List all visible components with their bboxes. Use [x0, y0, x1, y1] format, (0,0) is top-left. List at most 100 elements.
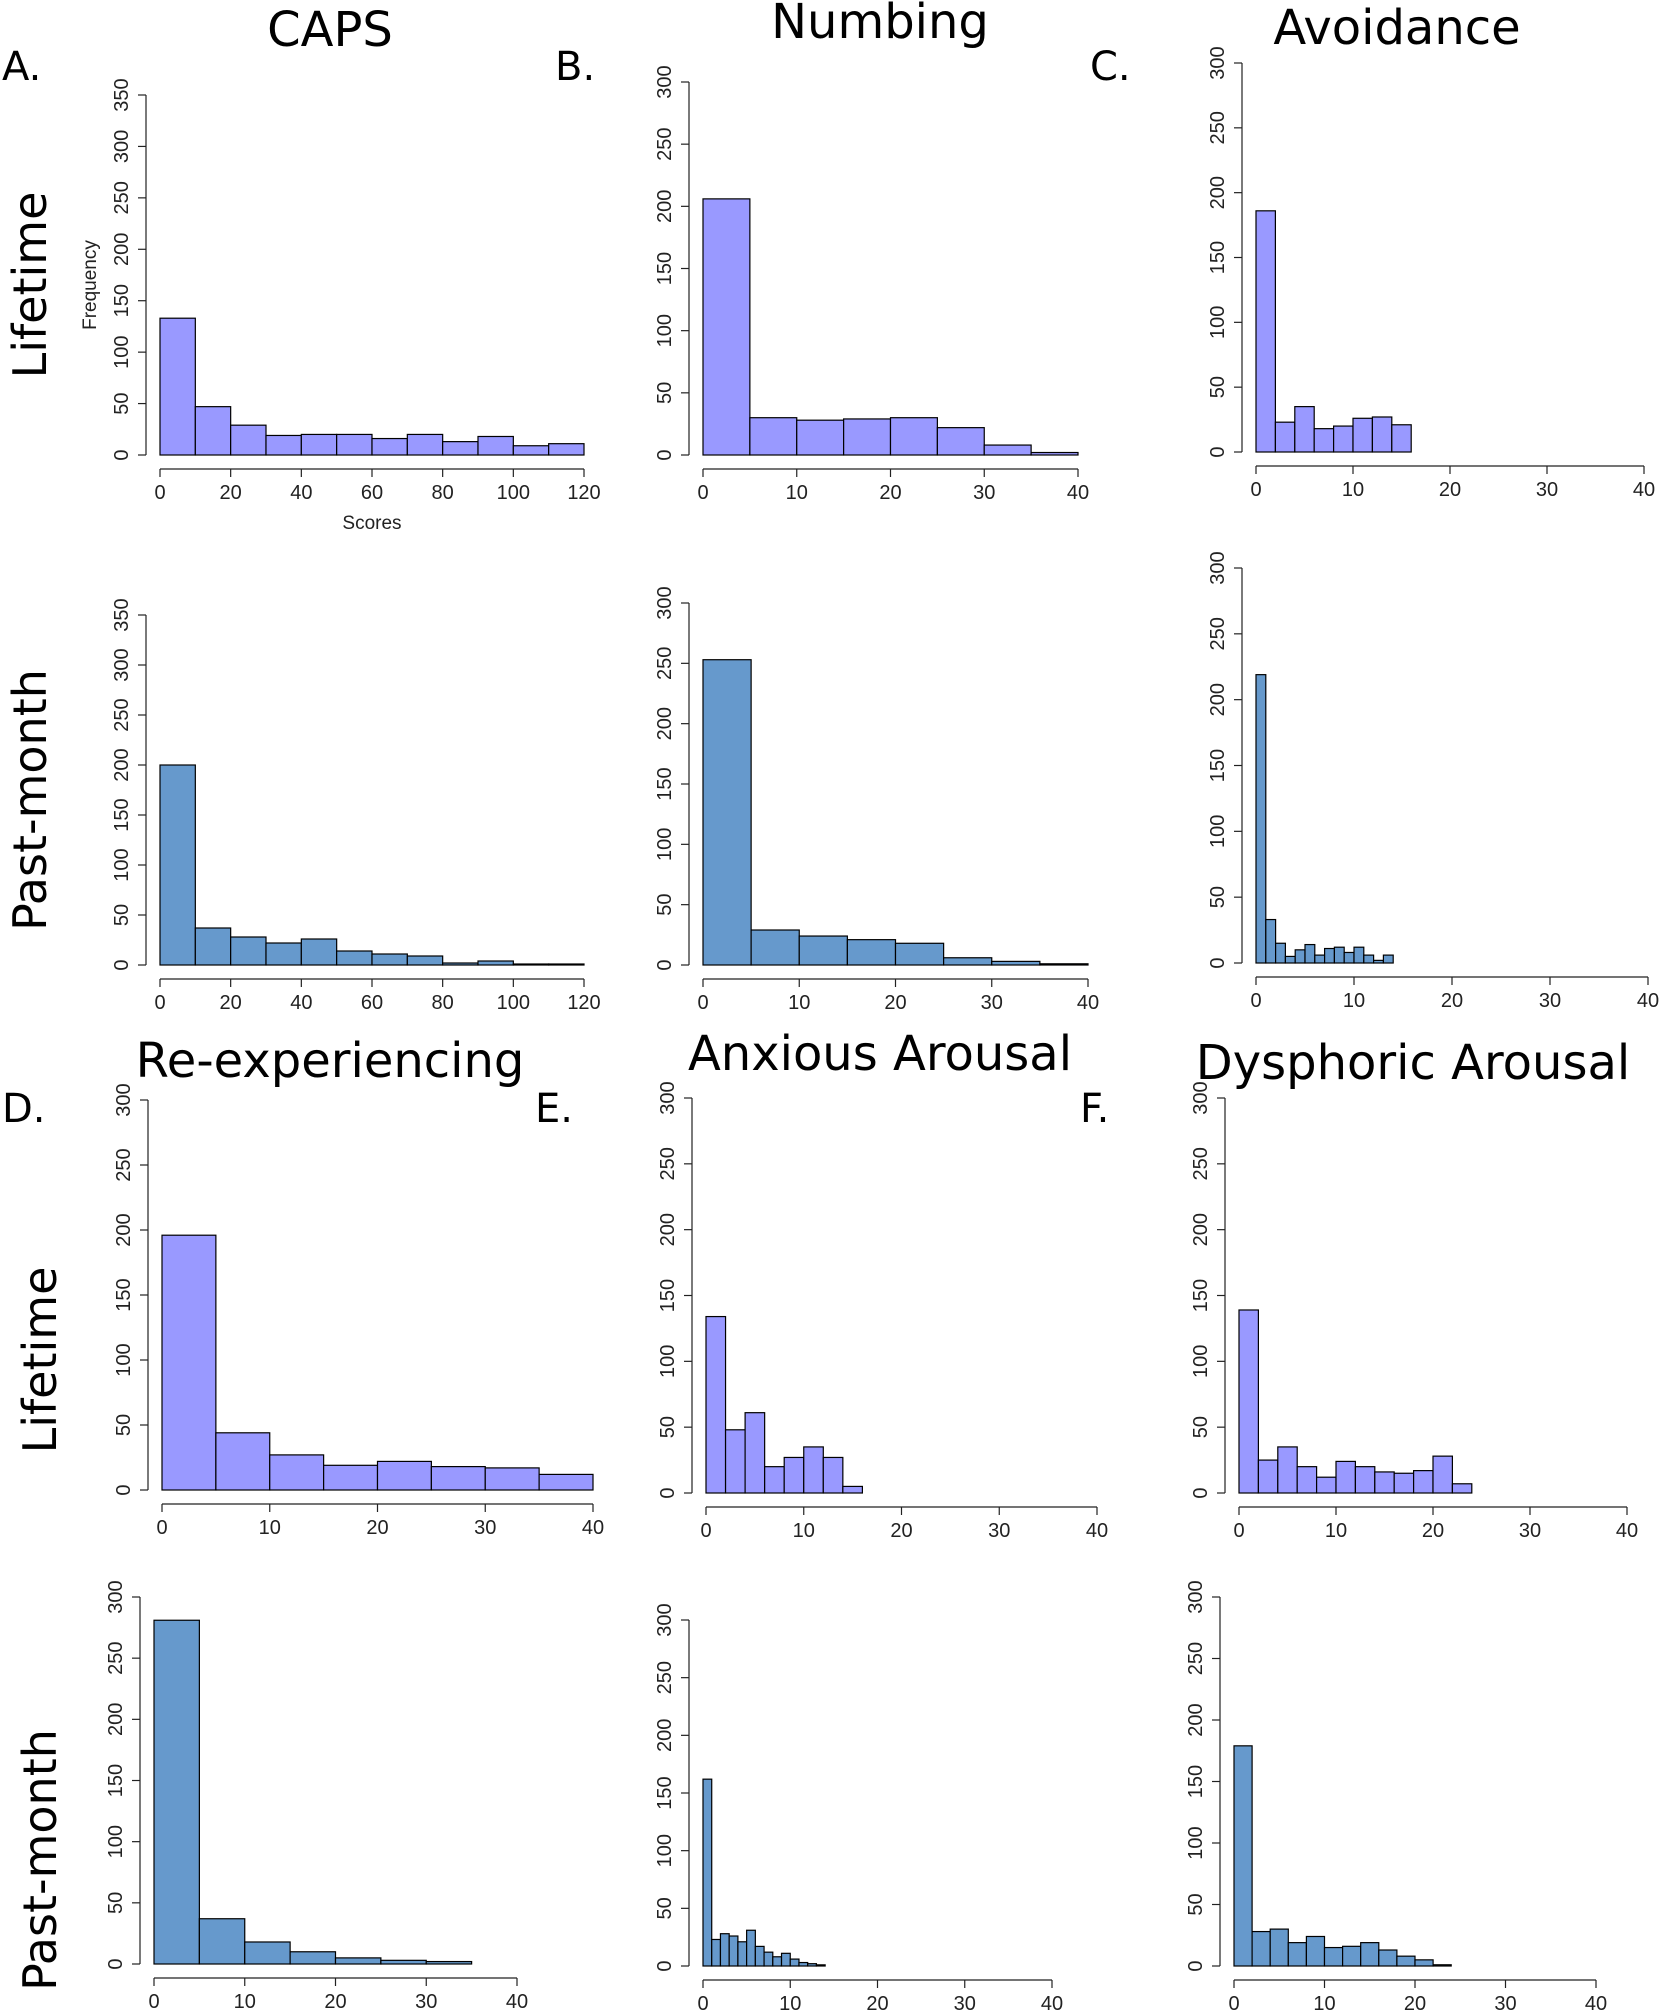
anxious-arousal-past-month-bar: [789, 1958, 800, 1967]
anxious-arousal-lifetime-bar: [842, 1485, 863, 1494]
avoidance-lifetime-bar: [1255, 210, 1276, 453]
re-experiencing-past-month-y-tick-label: 0: [105, 1958, 127, 1969]
avoidance-lifetime-bar: [1391, 424, 1412, 453]
re-experiencing-past-month-x-tick-label: 0: [148, 1991, 159, 2012]
anxious-arousal-past-month-bar: [746, 1929, 756, 1967]
re-experiencing-past-month-bar: [380, 1959, 427, 1965]
anxious-arousal-past-month-bar: [702, 1778, 713, 1967]
avoidance-past-month-bar: [1363, 954, 1375, 964]
re-experiencing-past-month-y-tick-label: 200: [105, 1703, 127, 1736]
histogram-numbing-past-month: 0 10 20 30 40 0 50 100 150 200 250 300: [654, 586, 1099, 1014]
avoidance-past-month-x-tick-label: 40: [1637, 990, 1659, 1012]
histogram-re-experiencing-lifetime: 0 10 20 30 40 0 50 100 150 200 250 300: [113, 1083, 604, 1539]
caps-past-month-y-tick-label: 200: [111, 748, 133, 781]
anxious-arousal-past-month-bar: [798, 1961, 809, 1967]
numbing-lifetime-y-tick-label: 0: [654, 449, 676, 460]
numbing-lifetime-y-tick-label: 250: [654, 127, 676, 160]
numbing-past-month-y-tick-label: 50: [654, 894, 676, 916]
dysphoric-arousal-lifetime-y-tick-label: 250: [1190, 1147, 1212, 1180]
panel-title-re-experiencing: Re-experiencing: [136, 1033, 525, 1089]
avoidance-lifetime-bar: [1371, 416, 1393, 453]
panel-title-dysphoric-arousal: Dysphoric Arousal: [1196, 1035, 1630, 1091]
panel-title-anxious-arousal: Anxious Arousal: [688, 1026, 1072, 1082]
anxious-arousal-lifetime-bar: [724, 1429, 746, 1494]
avoidance-lifetime-bar: [1352, 417, 1373, 453]
re-experiencing-lifetime-y-tick-label: 250: [113, 1148, 135, 1181]
caps-lifetime-bar: [265, 434, 302, 456]
numbing-lifetime-bar: [749, 417, 798, 456]
panel-title-avoidance: Avoidance: [1273, 0, 1520, 56]
avoidance-lifetime-y-tick-label: 50: [1207, 376, 1229, 398]
panel-letter-a: A.: [2, 44, 41, 90]
row-label-lifetime-top: Lifetime: [3, 192, 57, 379]
anxious-arousal-past-month-bar: [754, 1945, 765, 1967]
dysphoric-arousal-lifetime-bar: [1374, 1471, 1395, 1494]
histogram-caps-past-month: 0 20 40 60 80 100 120 0 50 100 150 200 250 300 350: [111, 598, 601, 1014]
anxious-arousal-past-month-bar: [711, 1938, 722, 1967]
numbing-past-month-bar: [894, 942, 945, 966]
dysphoric-arousal-lifetime-bar: [1393, 1472, 1415, 1494]
avoidance-lifetime-x-tick-label: 40: [1633, 479, 1655, 501]
avoidance-past-month-bar: [1274, 942, 1286, 964]
anxious-arousal-past-month-x-tick-label: 20: [866, 1993, 888, 2012]
caps-lifetime-bar: [512, 445, 550, 456]
re-experiencing-lifetime-bar: [269, 1454, 325, 1491]
re-experiencing-past-month-y-tick-label: 50: [105, 1892, 127, 1914]
anxious-arousal-lifetime-bar: [764, 1466, 785, 1494]
numbing-lifetime-y-tick-label: 100: [654, 314, 676, 347]
caps-past-month-bar: [477, 960, 514, 966]
caps-past-month-y-tick-label: 0: [111, 959, 133, 970]
anxious-arousal-lifetime-y-tick-label: 150: [657, 1279, 679, 1312]
caps-lifetime-y-axis-title: Frequency: [80, 240, 101, 330]
re-experiencing-lifetime-bar: [323, 1464, 379, 1491]
dysphoric-arousal-past-month-x-tick-label: 20: [1404, 1993, 1426, 2012]
avoidance-past-month-y-tick-label: 150: [1207, 749, 1229, 782]
caps-past-month-bar: [371, 953, 408, 966]
anxious-arousal-past-month-bar: [815, 1964, 826, 1967]
numbing-past-month-x-tick-label: 30: [981, 992, 1003, 1014]
dysphoric-arousal-past-month-y-tick-label: 150: [1185, 1765, 1207, 1798]
avoidance-past-month-bar: [1372, 959, 1384, 964]
dysphoric-arousal-past-month-bar: [1251, 1930, 1271, 1967]
dysphoric-arousal-lifetime-x-tick-label: 30: [1519, 1520, 1541, 1542]
caps-lifetime-y-tick-label: 150: [111, 284, 133, 317]
avoidance-past-month-x-tick-label: 10: [1343, 990, 1365, 1012]
avoidance-past-month-bar: [1353, 946, 1365, 964]
panel-letter-b: B.: [555, 44, 595, 90]
dysphoric-arousal-lifetime-x-tick-label: 40: [1616, 1520, 1638, 1542]
anxious-arousal-lifetime-bar: [803, 1446, 824, 1494]
re-experiencing-lifetime-bar: [161, 1234, 217, 1491]
anxious-arousal-lifetime-x-tick-label: 30: [988, 1520, 1010, 1542]
re-experiencing-lifetime-x-tick-label: 30: [474, 1517, 496, 1539]
anxious-arousal-past-month-bar: [728, 1935, 739, 1967]
anxious-arousal-lifetime-x-tick-label: 10: [793, 1520, 815, 1542]
dysphoric-arousal-lifetime-y-tick-label: 300: [1190, 1081, 1212, 1114]
dysphoric-arousal-past-month-bar: [1305, 1935, 1326, 1967]
caps-lifetime-x-tick-label: 80: [432, 482, 454, 504]
caps-lifetime-bar: [194, 406, 232, 456]
caps-lifetime-x-tick-label: 60: [361, 482, 383, 504]
numbing-past-month-bar: [991, 960, 1041, 966]
dysphoric-arousal-lifetime-bar: [1432, 1455, 1453, 1494]
avoidance-past-month-bar: [1304, 943, 1316, 964]
anxious-arousal-lifetime-y-tick-label: 0: [657, 1487, 679, 1498]
avoidance-past-month-bar: [1343, 951, 1355, 964]
anxious-arousal-lifetime-x-tick-label: 0: [700, 1520, 711, 1542]
anxious-arousal-past-month-y-tick-label: 0: [654, 1960, 676, 1971]
anxious-arousal-past-month-bar: [807, 1963, 818, 1967]
anxious-arousal-lifetime-bar: [744, 1412, 766, 1494]
dysphoric-arousal-past-month-bar: [1233, 1745, 1253, 1967]
re-experiencing-lifetime-x-tick-label: 40: [582, 1517, 604, 1539]
caps-past-month-y-tick-label: 150: [111, 798, 133, 831]
dysphoric-arousal-past-month-y-tick-label: 250: [1185, 1642, 1207, 1675]
panel-title-caps: CAPS: [267, 2, 393, 58]
numbing-past-month-y-tick-label: 300: [654, 586, 676, 619]
avoidance-lifetime-y-tick-label: 100: [1207, 306, 1229, 339]
numbing-past-month-y-tick-label: 150: [654, 767, 676, 800]
re-experiencing-lifetime-y-tick-label: 100: [113, 1343, 135, 1376]
caps-lifetime-bar: [300, 433, 338, 456]
caps-lifetime-x-tick-label: 100: [497, 482, 530, 504]
numbing-past-month-y-tick-label: 200: [654, 707, 676, 740]
dysphoric-arousal-past-month-bar: [1378, 1949, 1398, 1967]
anxious-arousal-past-month-y-tick-label: 200: [654, 1719, 676, 1752]
